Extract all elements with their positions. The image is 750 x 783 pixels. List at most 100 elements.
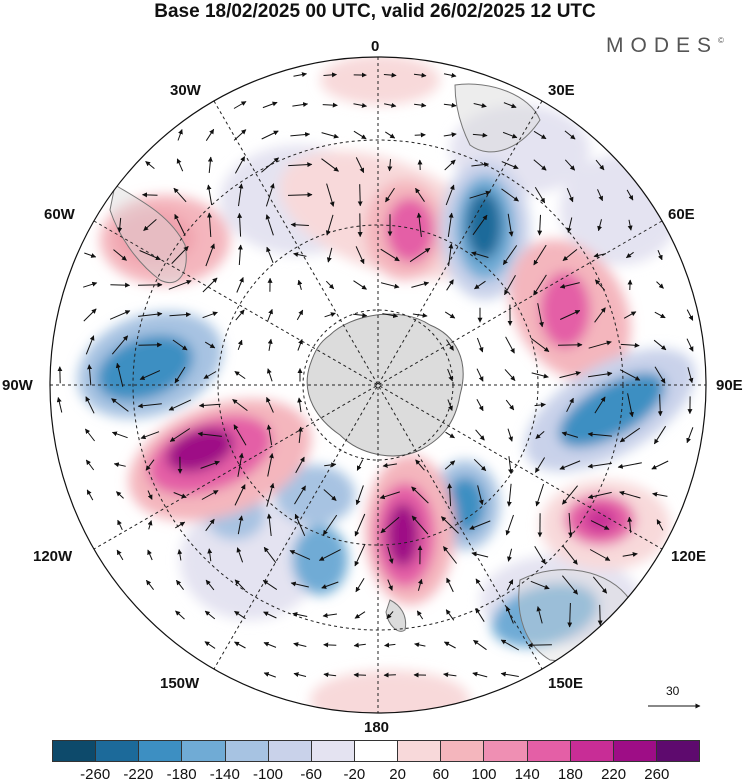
wind-vector bbox=[169, 312, 191, 318]
wind-vector bbox=[559, 310, 581, 320]
wind-vector bbox=[354, 543, 366, 567]
wind-vector bbox=[295, 456, 305, 474]
wind-vector bbox=[476, 399, 484, 412]
wind-vector bbox=[267, 308, 273, 321]
wind-vector bbox=[207, 212, 212, 238]
wind-vector bbox=[469, 190, 491, 199]
wind-vector bbox=[355, 157, 365, 174]
wind-vector bbox=[537, 214, 543, 236]
wind-vector bbox=[506, 579, 514, 591]
wind-vector bbox=[168, 279, 192, 290]
wind-vector bbox=[443, 641, 456, 649]
wind-vector bbox=[174, 366, 186, 384]
wind-vector bbox=[85, 428, 95, 442]
wind-vector bbox=[619, 490, 641, 499]
wind-vector bbox=[562, 485, 578, 505]
wind-vector bbox=[109, 310, 131, 320]
wind-vector bbox=[687, 367, 694, 384]
colorbar-swatch bbox=[527, 741, 571, 761]
wind-vector bbox=[83, 281, 98, 288]
wind-vector bbox=[293, 642, 307, 647]
wind-vector bbox=[206, 184, 213, 206]
wind-vector bbox=[323, 642, 337, 648]
wind-vector bbox=[500, 671, 519, 677]
wind-vector bbox=[326, 183, 335, 207]
wind-vector bbox=[169, 428, 191, 442]
wind-vector bbox=[353, 642, 366, 648]
wind-vector bbox=[321, 132, 339, 139]
wind-vector bbox=[623, 311, 637, 319]
wind-vector bbox=[557, 342, 583, 348]
wind-vector bbox=[173, 187, 187, 203]
wind-vector bbox=[537, 303, 544, 328]
wind-vector bbox=[56, 397, 63, 413]
wind-vector bbox=[657, 394, 663, 417]
wind-vector bbox=[387, 546, 394, 564]
wind-vector bbox=[416, 212, 422, 237]
wind-vector bbox=[415, 187, 425, 202]
wind-vector bbox=[652, 491, 668, 497]
lon-label-60w: 60W bbox=[44, 206, 75, 223]
colorbar-tick-label: -180 bbox=[166, 766, 197, 783]
wind-vector bbox=[232, 399, 248, 411]
wind-vector bbox=[234, 641, 246, 649]
wind-vector bbox=[566, 217, 573, 233]
reference-vector-label: 30 bbox=[666, 684, 680, 698]
colorbar-swatch bbox=[139, 741, 183, 761]
wind-vector bbox=[202, 277, 218, 293]
wind-vector bbox=[325, 280, 335, 290]
wind-vector bbox=[501, 161, 519, 169]
wind-vector bbox=[475, 429, 485, 441]
wind-vector bbox=[383, 72, 397, 78]
wind-vector bbox=[656, 519, 664, 531]
wind-vector bbox=[235, 309, 245, 321]
wind-vector bbox=[322, 102, 338, 108]
wind-vector bbox=[653, 425, 667, 445]
wind-vector bbox=[201, 490, 219, 500]
wind-vector bbox=[443, 546, 457, 564]
wind-vector bbox=[177, 549, 183, 561]
wind-vector bbox=[588, 371, 613, 378]
wind-vector bbox=[476, 368, 484, 382]
wind-vector bbox=[686, 338, 694, 352]
wind-vector bbox=[384, 642, 396, 648]
wind-vector bbox=[506, 483, 512, 507]
wind-vector bbox=[173, 492, 187, 499]
graticule bbox=[50, 57, 706, 713]
wind-vector bbox=[353, 280, 367, 290]
wind-vector bbox=[353, 102, 367, 108]
wind-vector bbox=[500, 639, 520, 651]
wind-vector bbox=[411, 515, 429, 535]
wind-vector bbox=[353, 312, 368, 318]
wind-vector bbox=[207, 548, 213, 562]
wind-vector bbox=[587, 462, 612, 469]
wind-vector bbox=[385, 187, 395, 203]
wind-vector bbox=[296, 309, 304, 321]
wind-vector bbox=[445, 609, 455, 621]
wind-vector bbox=[197, 431, 222, 437]
wind-vector bbox=[533, 130, 547, 140]
wind-vector bbox=[530, 337, 550, 353]
colorbar-swatch bbox=[570, 741, 614, 761]
wind-vector bbox=[559, 282, 580, 289]
wind-vector bbox=[139, 370, 161, 380]
colorbar-tick-label: -220 bbox=[123, 766, 154, 783]
lon-label-90w: 90W bbox=[2, 377, 33, 394]
wind-vector bbox=[168, 399, 192, 411]
colorbar-tick-label: 60 bbox=[432, 766, 450, 783]
wind-vector bbox=[234, 610, 246, 620]
wind-vector bbox=[262, 101, 278, 109]
wind-vector bbox=[416, 610, 424, 620]
wind-vector bbox=[508, 456, 514, 475]
wind-vector bbox=[262, 579, 278, 591]
wind-vector bbox=[355, 485, 364, 506]
wind-vector bbox=[238, 183, 244, 207]
wind-vector bbox=[266, 482, 275, 507]
wind-vector bbox=[115, 362, 124, 387]
wind-vector bbox=[564, 130, 576, 140]
wind-vector bbox=[321, 158, 339, 172]
wind-vector bbox=[384, 102, 397, 108]
wind-vector bbox=[446, 577, 454, 593]
wind-vector bbox=[321, 581, 339, 589]
